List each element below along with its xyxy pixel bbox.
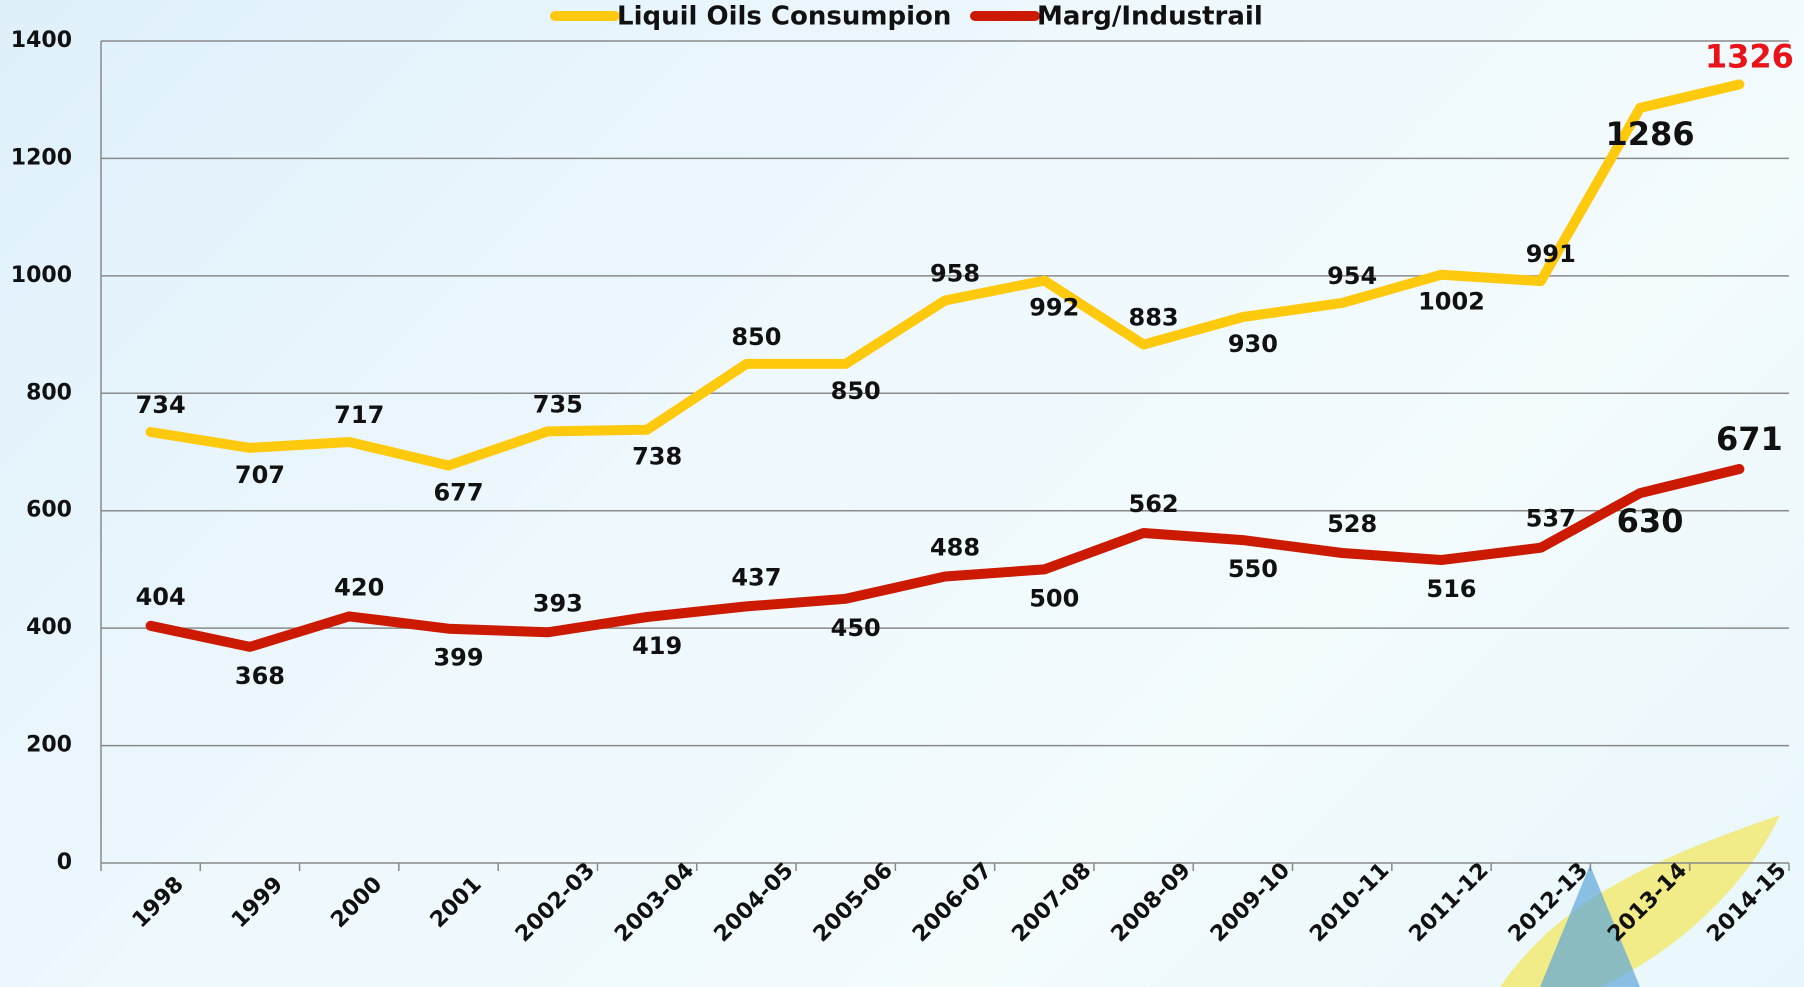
data-label: 677 [433,479,483,507]
data-label: 717 [334,401,384,429]
chart: 0 200 400 600 800 1000 1200 1400 1998 1999 2000 200… [0,0,1804,987]
y-tick-label: 0 [57,850,72,875]
data-label: 883 [1129,304,1179,332]
data-label: 850 [731,323,781,351]
y-tick-label: 1000 [11,263,72,288]
x-tick-label: 2006-07 [908,858,997,947]
y-tick-label: 1400 [11,28,72,53]
data-label: 419 [632,632,682,660]
x-tick-label: 2009-10 [1206,858,1295,947]
x-tick-label: 2010-11 [1305,858,1394,947]
data-label: 516 [1426,575,1476,603]
x-tick-label: 2005-06 [809,858,898,947]
data-label: 991 [1526,240,1576,268]
data-label: 550 [1228,555,1278,583]
y-tick-label: 800 [26,380,72,405]
x-tick-label: 2000 [326,872,387,933]
x-tick-label: 1999 [227,872,288,933]
data-label: 437 [731,563,781,591]
data-label: 528 [1327,510,1377,538]
data-label: 850 [831,377,881,405]
y-tick-label: 400 [26,615,72,640]
data-label: 735 [533,390,583,418]
x-tick-label: 2008-09 [1107,858,1196,947]
data-label: 450 [831,614,881,642]
legend-label: Marg/Industrail [1037,2,1263,32]
data-label: 707 [235,461,285,489]
data-label: 537 [1526,505,1576,533]
x-tick-label: 2007-08 [1007,858,1096,947]
data-label: 399 [433,644,483,672]
data-label: 630 [1617,502,1684,540]
data-label: 368 [235,662,285,690]
data-label: 738 [632,443,682,471]
legend-label: Liquil Oils Consumpion [617,2,951,32]
data-label: 954 [1327,262,1377,290]
x-tick-label: 2011-12 [1405,858,1494,947]
data-label: 393 [533,589,583,617]
data-label: 404 [136,583,186,611]
data-label: 562 [1129,490,1179,518]
data-label: 1002 [1418,288,1485,316]
data-label: 1326 [1705,37,1794,75]
x-tick-label: 2003-04 [610,858,699,947]
data-label: 734 [136,391,186,419]
x-tick-label: 2004-05 [710,858,799,947]
data-label: 488 [930,533,980,561]
data-label: 958 [930,260,980,288]
data-label: 930 [1228,330,1278,358]
x-tick-label: 1998 [128,872,189,933]
y-tick-label: 600 [26,498,72,523]
data-label: 992 [1029,294,1079,322]
data-label: 671 [1716,420,1783,458]
x-tick-label: 2002-03 [511,858,600,947]
data-label: 1286 [1606,115,1695,153]
data-label: 500 [1029,584,1079,612]
x-tick-label: 2001 [426,872,487,933]
data-label: 420 [334,573,384,601]
y-tick-label: 1200 [11,145,72,170]
y-tick-label: 200 [26,733,72,758]
